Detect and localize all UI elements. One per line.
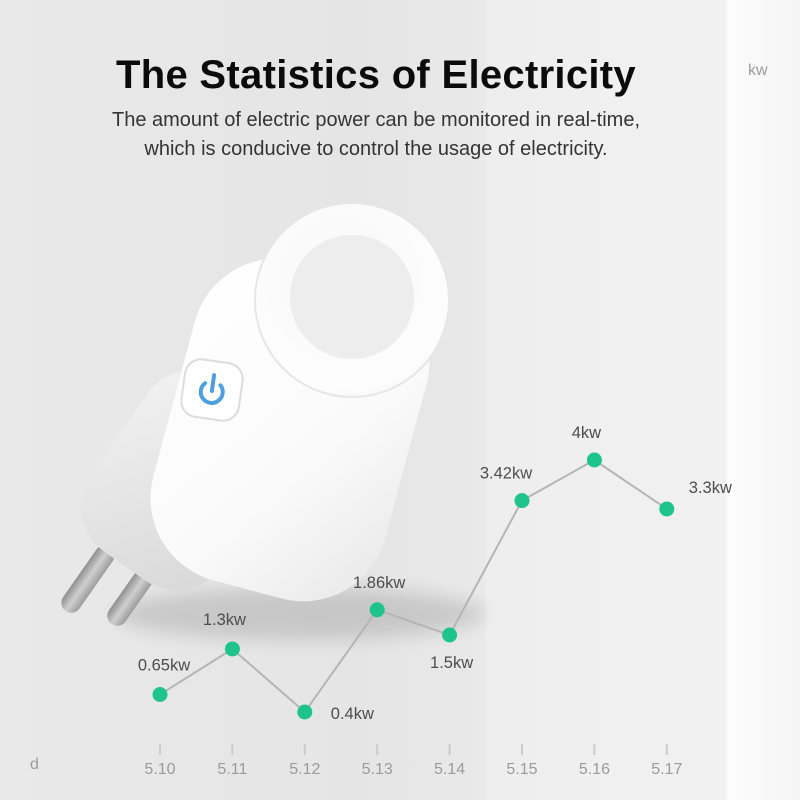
data-point <box>369 602 385 618</box>
data-point-label: 1.5kw <box>430 654 473 672</box>
page-title: The Statistics of Electricity <box>116 52 636 97</box>
data-point <box>152 687 168 702</box>
data-point-label: 3.42kw <box>480 465 532 483</box>
subtitle-line-1: The amount of electric power can be moni… <box>111 109 641 131</box>
power-button <box>180 358 244 422</box>
power-icon <box>198 373 225 405</box>
x-axis-label: 5.10 <box>144 761 175 778</box>
plug-rear-housing <box>80 369 290 591</box>
x-axis-label: 5.12 <box>289 761 320 778</box>
data-point-label: 0.4kw <box>331 705 374 723</box>
data-point-label: 1.3kw <box>203 611 246 629</box>
data-point <box>224 641 240 657</box>
socket-face <box>254 202 450 398</box>
page-subtitle: The amount of electric power can be moni… <box>0 106 752 164</box>
plug-pins <box>61 545 161 626</box>
subtitle-line-2: which is conducive to control the usage … <box>144 138 608 160</box>
data-point <box>442 627 458 643</box>
x-axis-label: 5.15 <box>506 761 537 778</box>
plug-shadow <box>115 588 485 640</box>
x-axis-label: 5.14 <box>434 761 465 778</box>
y-axis-unit-label: kw <box>748 62 768 79</box>
x-axis-label: 5.11 <box>217 761 247 778</box>
socket-face-recess <box>290 235 414 359</box>
data-point <box>659 501 675 517</box>
x-axis-label: 5.13 <box>362 761 393 778</box>
data-point <box>586 452 602 468</box>
plug-body <box>150 258 430 602</box>
x-axis-unit-label: d <box>30 756 39 773</box>
x-axis-label: 5.17 <box>651 761 682 778</box>
data-point <box>514 493 530 509</box>
data-point-label: 0.65kw <box>138 657 190 675</box>
x-axis-label: 5.16 <box>579 761 610 778</box>
data-point-label: 3.3kw <box>689 479 732 497</box>
data-point-label: 4kw <box>572 424 601 442</box>
chart-line <box>159 459 668 713</box>
data-point <box>297 704 313 720</box>
data-point-label: 1.86kw <box>353 574 405 592</box>
